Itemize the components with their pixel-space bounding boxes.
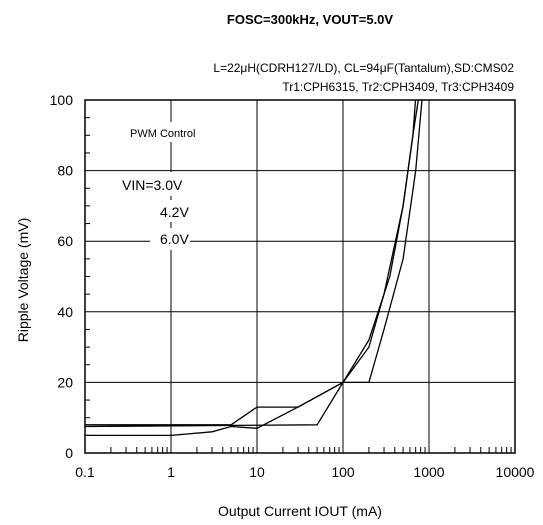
annotation-bg-vin3 [150, 228, 190, 250]
x-tick-label: 1 [167, 464, 175, 480]
x-tick-label: 10000 [496, 464, 535, 480]
annotation-vin-1: VIN=3.0V [122, 177, 183, 193]
y-tick-label: 20 [57, 374, 73, 390]
chart-subtitle-2: Tr1:CPH6315, Tr2:CPH3409, Tr3:CPH3409 [282, 80, 514, 94]
y-tick-label: 80 [57, 163, 73, 179]
y-axis-label: Ripple Voltage (mV) [15, 218, 31, 343]
x-tick-label: 10 [249, 464, 265, 480]
annotation-bg-mode [118, 122, 218, 142]
x-tick-label: 0.1 [75, 464, 95, 480]
annotation-vin-3: 6.0V [160, 231, 189, 247]
grid [84, 99, 516, 454]
y-tick-label: 60 [57, 233, 73, 249]
y-tick-label: 0 [65, 445, 73, 461]
chart-title: FOSC=300kHz, VOUT=5.0V [227, 12, 394, 27]
series-line-2 [85, 100, 417, 426]
chart-subtitle-1: L=22μH(CDRH127/LD), CL=94μF(Tantalum),SD… [213, 61, 514, 75]
y-tick-label: 40 [57, 304, 73, 320]
y-tick-label: 100 [50, 92, 74, 108]
x-axis-label: Output Current IOUT (mA) [218, 503, 382, 519]
series-line-3 [85, 100, 423, 428]
annotation-vin-2: 4.2V [160, 204, 189, 220]
annotation-bg-vin1 [112, 172, 182, 196]
annotation-mode: PWM Control [130, 128, 195, 140]
plot-frame [84, 99, 516, 454]
annotation-bg-vin2 [150, 200, 190, 222]
tick-labels: 0.1 1 10 100 1000 10000 0 20 40 60 80 100 [50, 92, 535, 480]
series-lines [85, 100, 423, 437]
x-tick-label: 1000 [413, 464, 444, 480]
x-tick-label: 100 [331, 464, 355, 480]
